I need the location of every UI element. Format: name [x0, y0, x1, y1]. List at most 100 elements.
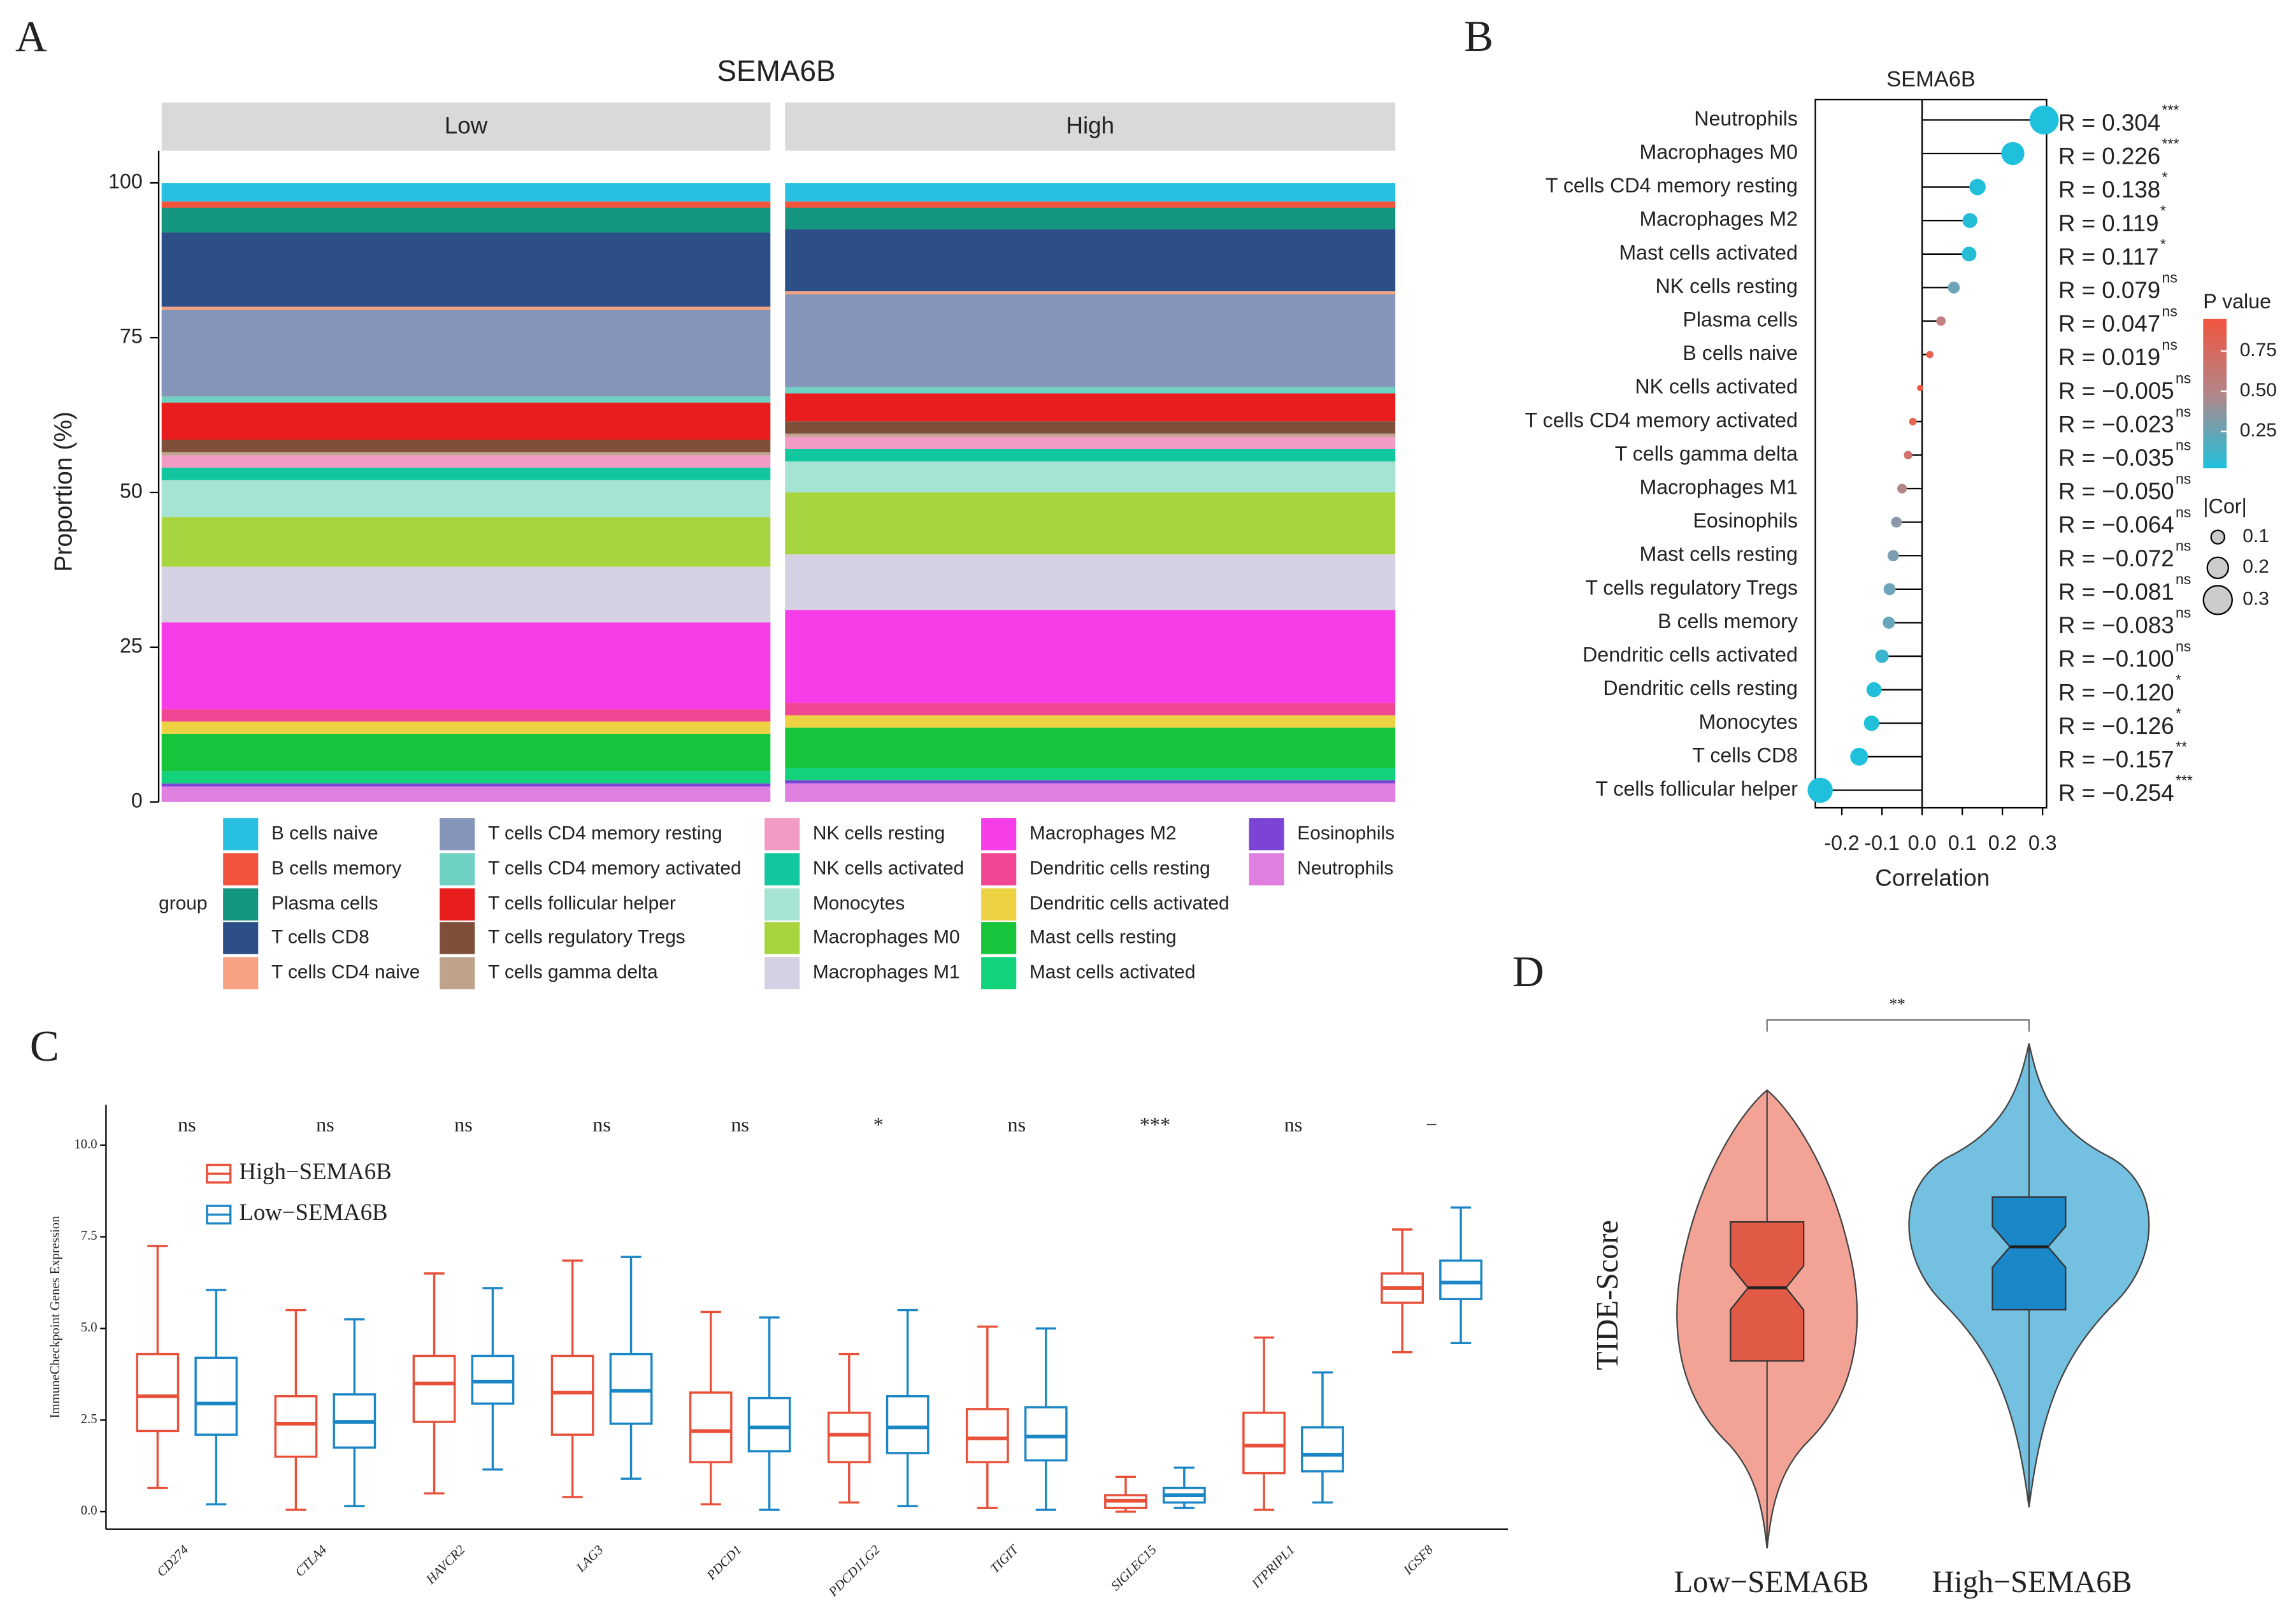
x-tick-label: CTLA4 [293, 1543, 330, 1580]
legend-swatch [764, 888, 800, 921]
legend-title: group [159, 893, 207, 914]
value-label: R = −0.120 [2058, 679, 2174, 705]
bar-segment [785, 208, 1396, 230]
legend-label: Macrophages M0 [813, 926, 960, 947]
bar-segment [785, 610, 1396, 703]
facet-label: Low [445, 113, 488, 139]
x-tick-label: SIGLEC15 [1109, 1543, 1159, 1594]
significance-label: ns [2176, 605, 2191, 621]
x-tick-label: 0.0 [1908, 831, 1937, 854]
significance-label: * [2160, 202, 2166, 219]
bar-segment [161, 455, 771, 468]
y-tick-label: 5.0 [81, 1321, 97, 1335]
legend-swatch [981, 888, 1017, 921]
x-tick-label: -0.2 [1824, 831, 1859, 854]
significance-label: ns [1284, 1113, 1303, 1136]
bar-segment [161, 468, 771, 480]
size-legend-label: 0.3 [2242, 589, 2269, 610]
category-label: Plasma cells [1683, 308, 1798, 331]
significance-label: * [873, 1113, 884, 1136]
legend-label: T cells CD4 memory resting [488, 822, 722, 843]
lollipop-dot [1883, 616, 1895, 629]
bar-segment [161, 306, 771, 310]
lollipop-dot [1897, 484, 1907, 494]
category-label: Macrophages M0 [1640, 140, 1798, 163]
facet-label: High [1066, 113, 1114, 139]
bar-segment [161, 783, 771, 787]
x-tick-label: 0.2 [1988, 831, 2017, 854]
bar-segment [785, 554, 1396, 610]
y-axis-title: TIDE-Score [1591, 1220, 1625, 1370]
significance-label: ns [2162, 336, 2178, 353]
legend-swatch [1249, 853, 1284, 885]
lollipop-dot [1883, 583, 1896, 596]
bar-segment [161, 183, 771, 202]
size-legend-dot [2202, 585, 2233, 615]
y-tick-label: 7.5 [81, 1229, 97, 1243]
legend-label: Dendritic cells resting [1030, 857, 1210, 878]
significance-label: *** [1140, 1113, 1170, 1136]
x-tick-label: 0.1 [1948, 831, 1977, 854]
category-label: B cells memory [1658, 610, 1798, 633]
legend-label: T cells CD8 [271, 926, 370, 947]
lollipop-dot [1909, 417, 1917, 426]
legend-swatch [223, 888, 259, 921]
legend-label: Mast cells activated [1030, 962, 1196, 983]
legend-swatch [223, 922, 259, 954]
bar-segment [785, 291, 1396, 295]
colorbar-tick-label: 0.50 [2240, 380, 2277, 401]
significance-label: ns [2176, 504, 2191, 520]
bar-segment [161, 310, 771, 397]
legend-swatch [223, 853, 259, 885]
y-tick-label: 2.5 [81, 1412, 97, 1426]
legend-swatch [981, 957, 1017, 989]
legend-swatch [764, 818, 800, 850]
category-label: NK cells resting [1656, 275, 1798, 297]
legend-label: Macrophages M1 [813, 962, 960, 983]
legend-label: T cells CD4 naive [271, 962, 420, 983]
lollipop-dot [1926, 350, 1934, 359]
bar-segment [161, 452, 771, 455]
value-label: R = 0.019 [2058, 344, 2160, 370]
significance-label: ns [178, 1113, 196, 1136]
bar-segment [785, 492, 1396, 555]
category-label: T cells follicular helper [1595, 777, 1798, 800]
value-label: R = 0.079 [2058, 277, 2160, 303]
x-tick-label: IGSF8 [1401, 1542, 1437, 1578]
notched-box [1730, 1221, 1805, 1362]
x-tick-label: LAG3 [573, 1543, 606, 1575]
y-tick-label: 50 [120, 480, 143, 503]
box [194, 1356, 238, 1436]
box [471, 1354, 515, 1405]
significance-label: ns [731, 1113, 749, 1136]
significance-label: *** [2176, 772, 2193, 789]
lollipop-dot [1969, 178, 1986, 196]
colorbar-tick-label: 0.75 [2240, 340, 2277, 361]
legend-label: B cells memory [271, 857, 401, 878]
value-label: R = 0.138 [2058, 176, 2160, 203]
lollipop-dot [1962, 213, 1977, 228]
lollipop-dot [1863, 715, 1879, 731]
y-tick-label: 0 [131, 789, 143, 812]
legend-label: Low−SEMA6B [239, 1199, 387, 1225]
value-label: R = −0.064 [2058, 512, 2174, 538]
legend-label: T cells follicular helper [488, 893, 676, 914]
legend-swatch [1249, 818, 1284, 850]
plot-frame [1814, 99, 2048, 809]
value-label: R = −0.081 [2058, 578, 2174, 605]
box [689, 1391, 733, 1464]
value-label: R = −0.023 [2058, 411, 2174, 437]
legend-swatch [223, 957, 259, 989]
legend-swatch [764, 957, 800, 989]
box [965, 1408, 1009, 1464]
value-label: R = 0.226 [2058, 143, 2160, 169]
legend-label: Mast cells resting [1030, 926, 1177, 947]
category-label: T cells CD4 memory activated [1525, 408, 1798, 431]
x-tick-label: 0.3 [2028, 831, 2057, 854]
bar-segment [161, 201, 771, 208]
bar-segment [785, 436, 1396, 449]
lollipop-dot [1936, 316, 1946, 326]
box [136, 1352, 180, 1433]
box [827, 1411, 871, 1464]
bar-segment [785, 768, 1396, 780]
